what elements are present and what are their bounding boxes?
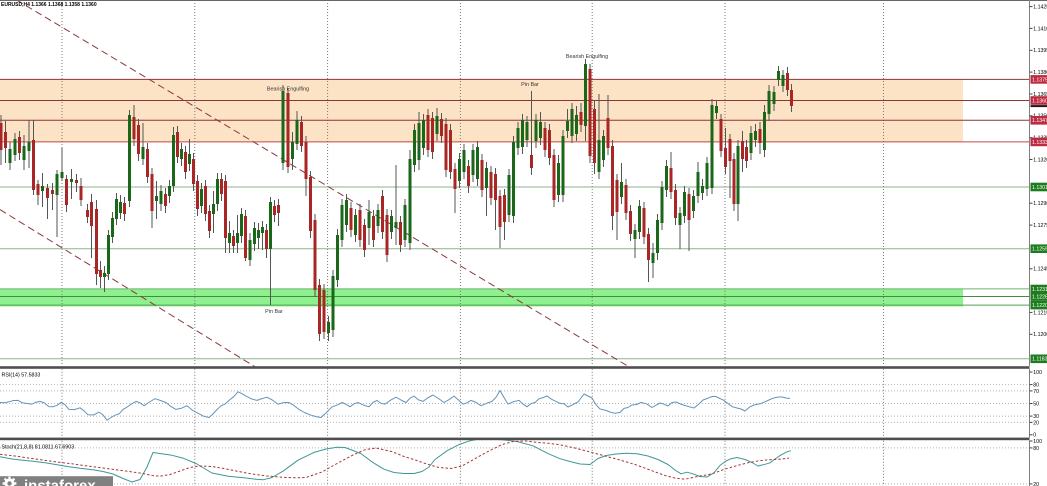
svg-text:instaforex: instaforex <box>24 478 96 486</box>
svg-text:1.1215: 1.1215 <box>1033 310 1047 316</box>
svg-text:1.1395: 1.1395 <box>1033 48 1047 54</box>
svg-text:1.1333: 1.1333 <box>1032 140 1047 146</box>
svg-text:1.1183: 1.1183 <box>1032 357 1047 363</box>
svg-text:1.1301: 1.1301 <box>1032 185 1047 191</box>
svg-text:Pin Bar: Pin Bar <box>265 309 283 315</box>
svg-text:1.1410: 1.1410 <box>1033 26 1047 32</box>
svg-text:0: 0 <box>1033 433 1036 439</box>
svg-text:1.1245: 1.1245 <box>1033 267 1047 273</box>
svg-text:100: 100 <box>1033 439 1042 445</box>
svg-text:20: 20 <box>1033 482 1039 486</box>
svg-text:1.1275: 1.1275 <box>1033 223 1047 229</box>
svg-text:100: 100 <box>1033 370 1042 376</box>
svg-text:Pin Bar: Pin Bar <box>521 82 539 88</box>
svg-text:1.1425: 1.1425 <box>1033 5 1047 11</box>
svg-text:70: 70 <box>1033 389 1039 395</box>
svg-text:1.1365: 1.1365 <box>1033 92 1047 98</box>
svg-text:EURUSD,H4 1.1366 1.1368 1.1358: EURUSD,H4 1.1366 1.1368 1.1358 1.1360 <box>1 2 97 8</box>
svg-text:1.1226: 1.1226 <box>1032 294 1047 300</box>
svg-text:Bearish Engulfing: Bearish Engulfing <box>566 54 608 60</box>
svg-text:80: 80 <box>1033 446 1039 452</box>
svg-text:1.1360: 1.1360 <box>1032 98 1047 104</box>
svg-text:1.1320: 1.1320 <box>1033 157 1047 163</box>
svg-text:RSI(14) 57.5833: RSI(14) 57.5833 <box>2 373 41 379</box>
svg-text:1.1200: 1.1200 <box>1033 332 1047 338</box>
svg-text:20: 20 <box>1033 420 1039 426</box>
svg-text:80: 80 <box>1033 383 1039 389</box>
svg-text:1.1231: 1.1231 <box>1032 287 1047 293</box>
svg-text:50: 50 <box>1033 401 1039 407</box>
svg-text:1.1290: 1.1290 <box>1033 201 1047 207</box>
svg-text:1.1347: 1.1347 <box>1032 118 1047 124</box>
svg-text:1.1375: 1.1375 <box>1032 77 1047 83</box>
svg-text:1.1259: 1.1259 <box>1032 247 1047 253</box>
svg-text:30: 30 <box>1033 414 1039 420</box>
svg-text:1.1380: 1.1380 <box>1033 70 1047 76</box>
svg-text:Bearish Engulfing: Bearish Engulfing <box>267 87 309 93</box>
svg-text:1.1220: 1.1220 <box>1032 303 1047 309</box>
svg-text:Stoch(21,8,8) 81.0811 67.6903: Stoch(21,8,8) 81.0811 67.6903 <box>2 445 75 451</box>
